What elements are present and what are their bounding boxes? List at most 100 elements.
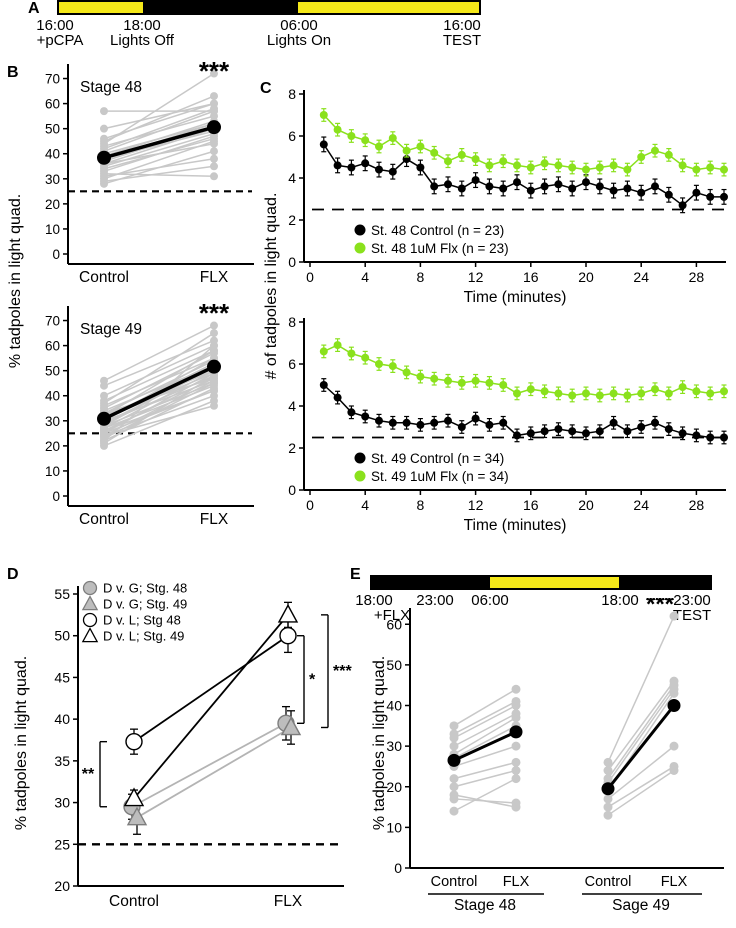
svg-text:0: 0: [52, 489, 60, 504]
panel-d-label: D: [7, 566, 19, 583]
svg-text:***: ***: [333, 663, 352, 680]
svg-text:8: 8: [288, 86, 296, 102]
svg-text:20: 20: [578, 497, 594, 513]
svg-text:20: 20: [386, 779, 402, 795]
svg-text:40: 40: [54, 711, 70, 727]
timeline-time: 18:00: [601, 592, 639, 609]
svg-text:St. 48 1uM Flx (n = 23): St. 48 1uM Flx (n = 23): [371, 241, 509, 256]
panel-a-timeline: 16:00 18:00 06:00 16:00 +pCPA Lights Off Light…: [36, 0, 482, 50]
light-cycle-segment: [372, 577, 491, 588]
svg-text:St. 48 Control (n = 23): St. 48 Control (n = 23): [371, 223, 504, 238]
timeline-event-label: TEST: [442, 32, 482, 49]
chart-b-stage48: 0 10 20 30 40 50 60 70 Stage 48 *** Control FLX: [45, 56, 254, 286]
light-cycle-segment: [298, 2, 479, 13]
svg-text:60: 60: [45, 339, 60, 354]
svg-text:Stage 48: Stage 48: [454, 897, 516, 914]
svg-text:16: 16: [523, 497, 539, 513]
svg-text:0: 0: [52, 247, 60, 262]
svg-text:4: 4: [288, 398, 296, 414]
svg-text:50: 50: [45, 122, 60, 137]
svg-text:70: 70: [45, 314, 60, 329]
svg-text:40: 40: [45, 389, 60, 404]
light-cycle-segment: [143, 2, 299, 13]
timeline-event-label: TEST: [672, 607, 712, 624]
svg-text:D v. G; Stg. 48: D v. G; Stg. 48: [103, 581, 187, 596]
svg-text:St. 49 1uM Flx (n = 34): St. 49 1uM Flx (n = 34): [371, 469, 509, 484]
timeline-event-label: Lights On: [266, 32, 332, 49]
svg-text:50: 50: [54, 628, 70, 644]
svg-text:FLX: FLX: [200, 269, 229, 286]
svg-text:24: 24: [633, 497, 649, 513]
timeline-time: 16:00: [36, 17, 74, 34]
svg-text:25: 25: [54, 836, 70, 852]
svg-text:St. 49 Control (n = 34): St. 49 Control (n = 34): [371, 451, 504, 466]
svg-text:0: 0: [288, 482, 296, 498]
svg-text:20: 20: [45, 439, 60, 454]
svg-text:D v. L; Stg 48: D v. L; Stg 48: [103, 613, 181, 628]
chart-d: 20 25 30 35 40 45 50 55 D v. G; Stg. 48D v. G; S…: [54, 581, 352, 911]
svg-text:6: 6: [288, 356, 296, 372]
panel-b-label: B: [7, 64, 19, 81]
svg-text:20: 20: [54, 878, 70, 894]
svg-text:Control: Control: [585, 874, 632, 890]
svg-text:12: 12: [468, 269, 484, 285]
svg-text:70: 70: [45, 72, 60, 87]
timeline-time: 18:00: [355, 592, 393, 609]
svg-text:10: 10: [45, 222, 60, 237]
svg-text:10: 10: [386, 819, 402, 835]
timeline-time: 06:00: [471, 592, 509, 609]
chart-b-stage49: 0 10 20 30 40 50 60 70 Stage 49 *** Control FLX: [45, 298, 254, 528]
timeline-time: 18:00: [123, 17, 161, 34]
svg-text:*: *: [309, 672, 316, 689]
light-cycle-segment: [490, 577, 619, 588]
svg-text:Control: Control: [431, 874, 478, 890]
svg-text:2: 2: [288, 212, 296, 228]
svg-text:***: ***: [646, 598, 675, 618]
svg-text:30: 30: [54, 795, 70, 811]
svg-text:D v. L; Stg. 49: D v. L; Stg. 49: [103, 629, 184, 644]
svg-text:FLX: FLX: [274, 893, 303, 910]
light-cycle-segment: [618, 577, 710, 588]
timeline-time: 06:00: [280, 17, 318, 34]
svg-text:24: 24: [633, 269, 649, 285]
svg-text:12: 12: [468, 497, 484, 513]
svg-text:D v. G; Stg. 49: D v. G; Stg. 49: [103, 597, 187, 612]
svg-text:0: 0: [288, 254, 296, 270]
timeline-time: 23:00: [673, 592, 711, 609]
svg-text:60: 60: [45, 97, 60, 112]
svg-text:Time (minutes): Time (minutes): [464, 517, 567, 534]
svg-text:4: 4: [361, 497, 369, 513]
light-cycle-segment: [59, 2, 143, 13]
svg-text:FLX: FLX: [200, 511, 229, 528]
svg-text:20: 20: [578, 269, 594, 285]
timeline-time: 16:00: [443, 17, 481, 34]
svg-text:2: 2: [288, 440, 296, 456]
panel-b-y-axis-label: % tadpoles in light quad.: [7, 193, 24, 369]
svg-text:40: 40: [386, 698, 402, 714]
chart-e: 0 10 20 30 40 50 60 Control FLX Stage 48 Control FL…: [386, 598, 724, 914]
svg-text:16: 16: [523, 269, 539, 285]
svg-text:30: 30: [45, 172, 60, 187]
svg-text:45: 45: [54, 669, 70, 685]
svg-text:55: 55: [54, 586, 70, 602]
svg-text:***: ***: [199, 298, 230, 328]
svg-text:FLX: FLX: [661, 874, 688, 890]
svg-text:28: 28: [689, 497, 705, 513]
timeline-event-label: +FLX: [373, 607, 411, 624]
svg-text:**: **: [82, 766, 95, 783]
panel-c-label: C: [260, 80, 272, 97]
svg-text:60: 60: [386, 616, 402, 632]
svg-text:4: 4: [288, 170, 296, 186]
timeline-event-label: +pCPA: [36, 32, 84, 49]
svg-text:28: 28: [689, 269, 705, 285]
panel-e-timeline: 18:00 23:00 06:00 18:00 23:00 +FLX TEST: [355, 575, 712, 625]
svg-text:Sage 49: Sage 49: [612, 897, 670, 914]
svg-text:8: 8: [417, 269, 425, 285]
timeline-event-label: Lights Off: [110, 32, 174, 49]
svg-text:Time (minutes): Time (minutes): [464, 289, 567, 306]
panel-e-label: E: [350, 566, 361, 583]
svg-text:50: 50: [45, 364, 60, 379]
